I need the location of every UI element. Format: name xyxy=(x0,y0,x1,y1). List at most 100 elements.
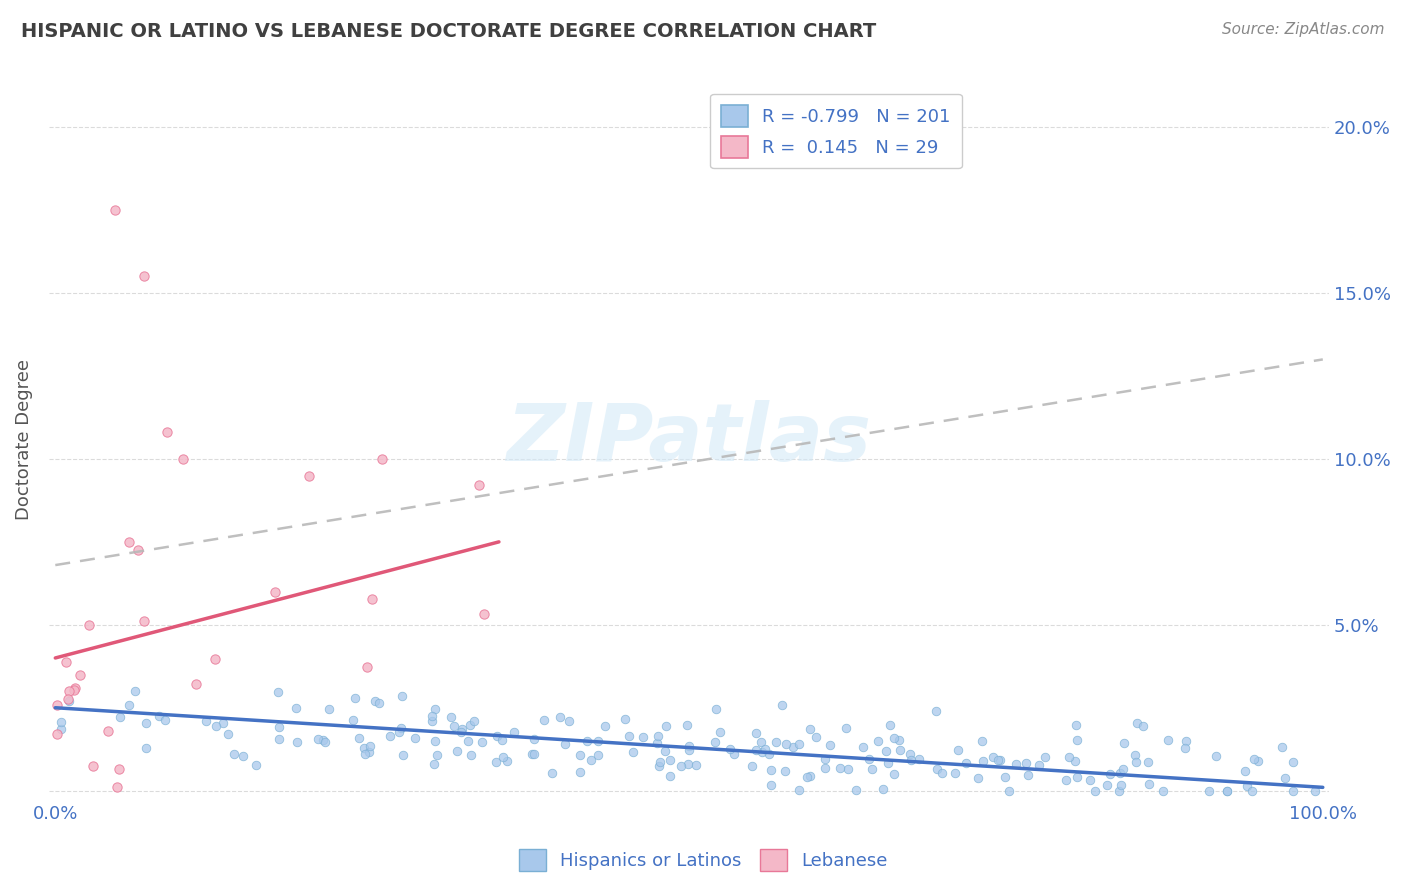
Point xyxy=(579,753,602,767)
Point xyxy=(446,744,468,758)
Point xyxy=(1064,718,1087,732)
Point xyxy=(356,660,378,674)
Point xyxy=(285,735,308,749)
Point xyxy=(1108,783,1130,797)
Point xyxy=(868,734,890,748)
Point xyxy=(955,756,977,770)
Point xyxy=(105,780,128,794)
Point xyxy=(765,735,787,749)
Point xyxy=(82,759,104,773)
Point xyxy=(1109,778,1132,792)
Point xyxy=(1205,748,1227,763)
Point xyxy=(799,722,821,736)
Point xyxy=(222,747,245,761)
Point xyxy=(879,717,901,731)
Point xyxy=(533,713,555,727)
Point xyxy=(741,759,763,773)
Point xyxy=(927,762,949,776)
Point xyxy=(1152,783,1174,797)
Point xyxy=(814,761,837,775)
Point xyxy=(135,716,157,731)
Point xyxy=(55,656,77,670)
Point xyxy=(422,757,444,772)
Point xyxy=(49,722,72,736)
Point xyxy=(474,607,496,621)
Point xyxy=(799,768,821,782)
Point xyxy=(359,739,381,753)
Point xyxy=(541,766,564,780)
Point xyxy=(883,766,905,780)
Point xyxy=(1098,766,1121,780)
Point xyxy=(392,747,415,762)
Point xyxy=(558,714,581,728)
Point xyxy=(1243,752,1265,766)
Point xyxy=(156,425,179,440)
Point xyxy=(46,727,69,741)
Point xyxy=(943,765,966,780)
Point xyxy=(353,741,375,756)
Point xyxy=(172,451,194,466)
Point xyxy=(97,724,120,739)
Point xyxy=(972,754,994,768)
Point xyxy=(1112,736,1135,750)
Point xyxy=(659,769,682,783)
Point xyxy=(837,763,859,777)
Point xyxy=(420,709,443,723)
Point xyxy=(460,747,482,762)
Point xyxy=(1174,733,1197,747)
Point xyxy=(621,745,644,759)
Point xyxy=(426,748,449,763)
Point xyxy=(132,269,155,284)
Point xyxy=(153,713,176,727)
Point xyxy=(388,725,411,739)
Point xyxy=(118,698,141,713)
Point xyxy=(1132,719,1154,733)
Point xyxy=(875,744,897,758)
Point xyxy=(132,614,155,628)
Point xyxy=(495,754,517,768)
Point xyxy=(981,750,1004,764)
Point xyxy=(889,733,911,747)
Point xyxy=(648,759,671,773)
Point xyxy=(1247,754,1270,768)
Point xyxy=(491,733,513,747)
Point xyxy=(49,714,72,729)
Point xyxy=(423,701,446,715)
Point xyxy=(1078,772,1101,787)
Point xyxy=(58,694,80,708)
Point xyxy=(931,765,953,780)
Point xyxy=(127,543,149,558)
Point xyxy=(946,743,969,757)
Point xyxy=(62,682,84,697)
Point xyxy=(675,718,697,732)
Point xyxy=(378,729,401,743)
Point xyxy=(709,724,731,739)
Point xyxy=(1125,755,1147,769)
Point xyxy=(420,714,443,728)
Point xyxy=(184,676,207,690)
Point xyxy=(851,739,873,754)
Point xyxy=(745,726,768,740)
Point xyxy=(46,698,69,713)
Point xyxy=(391,689,413,703)
Point xyxy=(759,779,782,793)
Point xyxy=(1282,783,1305,797)
Point xyxy=(450,725,472,739)
Point xyxy=(889,743,911,757)
Point xyxy=(353,747,375,761)
Point xyxy=(770,698,793,713)
Point xyxy=(1066,733,1088,747)
Point xyxy=(796,771,818,785)
Point xyxy=(648,755,671,769)
Point xyxy=(1059,749,1081,764)
Point xyxy=(492,750,515,764)
Text: HISPANIC OR LATINO VS LEBANESE DOCTORATE DEGREE CORRELATION CHART: HISPANIC OR LATINO VS LEBANESE DOCTORATE… xyxy=(21,22,876,41)
Point xyxy=(745,743,768,757)
Point xyxy=(595,719,617,733)
Point xyxy=(1108,765,1130,780)
Point xyxy=(568,765,591,780)
Point xyxy=(63,681,86,696)
Point xyxy=(440,710,463,724)
Point xyxy=(423,734,446,748)
Text: Source: ZipAtlas.com: Source: ZipAtlas.com xyxy=(1222,22,1385,37)
